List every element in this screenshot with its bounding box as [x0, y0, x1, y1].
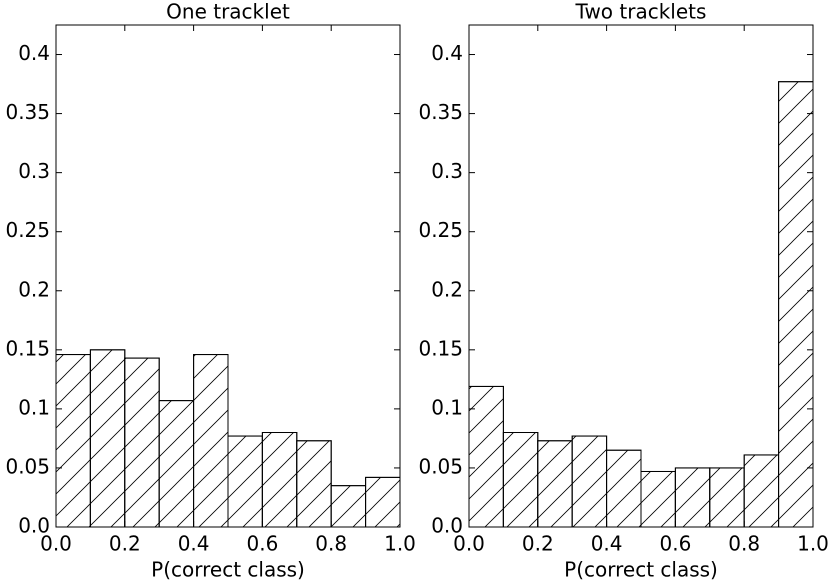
- bar-hatch: [778, 81, 814, 528]
- bar-hatch: [124, 357, 160, 528]
- y-tick-label: 0.15: [418, 336, 463, 360]
- bar-hatch: [468, 385, 504, 528]
- x-tick-label: 0.6: [659, 532, 691, 556]
- y-tick-label: 0.25: [418, 218, 463, 242]
- bar-hatch: [365, 476, 401, 528]
- x-axis-label: P(correct class): [151, 558, 305, 582]
- x-tick-label: 0.6: [246, 532, 278, 556]
- chart-title: One tracklet: [166, 0, 290, 24]
- bar-hatch: [296, 440, 332, 528]
- bar-hatch: [330, 485, 367, 528]
- bar-hatch: [674, 467, 711, 528]
- bar-hatch: [158, 400, 195, 528]
- bar-hatch: [502, 432, 539, 528]
- y-tick-label: 0.35: [418, 100, 463, 124]
- x-tick-label: 0.2: [522, 532, 554, 556]
- x-tick-label: 0.2: [109, 532, 141, 556]
- bar-hatch: [709, 467, 745, 528]
- bar-hatch: [606, 449, 642, 528]
- chart-title: Two tracklets: [575, 0, 707, 24]
- y-tick-label: 0.3: [431, 159, 463, 183]
- y-tick-label: 0.2: [431, 277, 463, 301]
- x-tick-label: 1.0: [384, 532, 416, 556]
- y-tick-label: 0.1: [431, 395, 463, 419]
- plot-frame: [468, 24, 814, 528]
- bar-hatch: [261, 432, 298, 528]
- bar-hatch: [640, 470, 676, 528]
- bar-hatch: [743, 454, 780, 528]
- x-axis-label: P(correct class): [564, 558, 718, 582]
- y-tick-label: 0.15: [5, 336, 50, 360]
- bar-hatch: [227, 435, 263, 528]
- bar-hatch: [55, 354, 91, 528]
- y-tick-label: 0.35: [5, 100, 50, 124]
- y-tick-label: 0.0: [431, 514, 463, 538]
- y-tick-label: 0.05: [418, 454, 463, 478]
- x-tick-label: 0.4: [591, 532, 623, 556]
- plot-frame: [55, 24, 401, 528]
- y-tick-label: 0.3: [18, 159, 50, 183]
- x-tick-label: 0.4: [178, 532, 210, 556]
- x-tick-label: 0.0: [40, 532, 72, 556]
- y-tick-label: 0.4: [18, 41, 50, 65]
- bar-hatch: [537, 440, 573, 528]
- y-tick-label: 0.25: [5, 218, 50, 242]
- y-tick-label: 0.1: [18, 395, 50, 419]
- y-tick-label: 0.2: [18, 277, 50, 301]
- x-tick-label: 0.8: [728, 532, 760, 556]
- x-tick-label: 0.0: [453, 532, 485, 556]
- y-tick-label: 0.0: [18, 514, 50, 538]
- bar-hatch: [571, 435, 608, 528]
- x-tick-label: 0.8: [315, 532, 347, 556]
- y-tick-label: 0.05: [5, 454, 50, 478]
- bar-hatch: [89, 349, 126, 528]
- bar-hatch: [193, 354, 229, 528]
- y-tick-label: 0.4: [431, 41, 463, 65]
- x-tick-label: 1.0: [797, 532, 829, 556]
